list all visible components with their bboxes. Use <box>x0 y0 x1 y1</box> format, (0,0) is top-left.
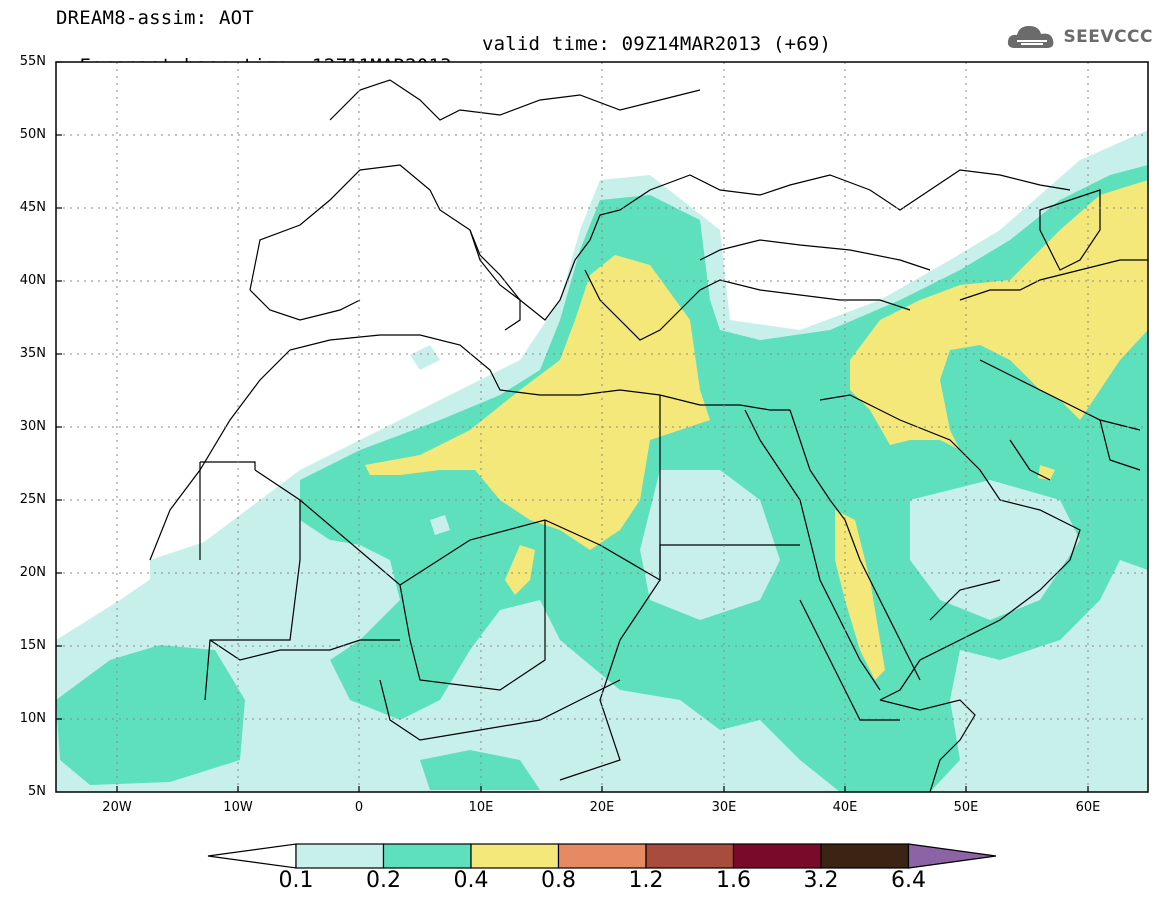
lon-label: 10W <box>223 800 253 815</box>
colorbar-segment-1.6 <box>732 843 822 869</box>
lat-label: 40N <box>19 273 46 288</box>
country-borders <box>149 79 1148 792</box>
colorbar-segment-over <box>907 843 997 869</box>
colorbar-label: 0.4 <box>453 868 489 893</box>
cloud-icon <box>1008 26 1054 48</box>
lat-label: 15N <box>19 638 46 653</box>
colorbar-label: 6.4 <box>891 868 926 893</box>
lat-label: 5N <box>28 784 46 799</box>
colorbar-label: 1.2 <box>628 868 664 893</box>
colorbar-label: 1.6 <box>716 868 751 893</box>
map-title: DREAM8-assim: AOT <box>56 7 254 29</box>
logo-text: SEEVCCC <box>1063 27 1153 47</box>
lon-label: 30E <box>711 800 737 815</box>
lat-label: 20N <box>19 565 46 580</box>
lon-label: 40E <box>832 800 858 815</box>
colorbar-label: 0.1 <box>278 868 314 893</box>
lon-label: 0 <box>354 800 364 815</box>
lon-label: 50E <box>953 800 979 815</box>
aot-band-0.4 <box>365 180 1148 680</box>
colorbar-label: 0.2 <box>366 868 401 893</box>
valid-time: valid time: 09Z14MAR2013 (+69) <box>482 33 832 55</box>
lat-label: 30N <box>19 419 46 434</box>
lat-label: 25N <box>19 492 46 507</box>
lon-label: 60E <box>1075 800 1101 815</box>
colorbar-segment-0.8 <box>557 843 647 869</box>
lat-label: 10N <box>19 711 46 726</box>
seevccc-logo: SEEVCCC <box>1007 22 1153 52</box>
colorbar-segment-3.2 <box>820 843 910 869</box>
colorbar <box>207 843 997 869</box>
lat-label: 35N <box>19 346 46 361</box>
colorbar-label: 3.2 <box>803 868 839 893</box>
colorbar-segment-1.2 <box>645 843 735 869</box>
colorbar-segment-0.4 <box>470 843 560 869</box>
lat-label: 55N <box>19 54 46 69</box>
lat-label: 50N <box>19 127 46 142</box>
colorbar-segment-under <box>207 843 297 869</box>
colorbar-segment-0.2 <box>382 843 472 869</box>
lon-label: 10E <box>468 800 494 815</box>
axis-ticks <box>56 61 1089 792</box>
lon-label: 20E <box>589 800 615 815</box>
lat-label: 45N <box>19 200 46 215</box>
colorbar-segment-0.1 <box>295 843 385 869</box>
colorbar-label: 0.8 <box>541 868 576 893</box>
graticule <box>56 62 1148 792</box>
lon-label: 20W <box>102 800 132 815</box>
